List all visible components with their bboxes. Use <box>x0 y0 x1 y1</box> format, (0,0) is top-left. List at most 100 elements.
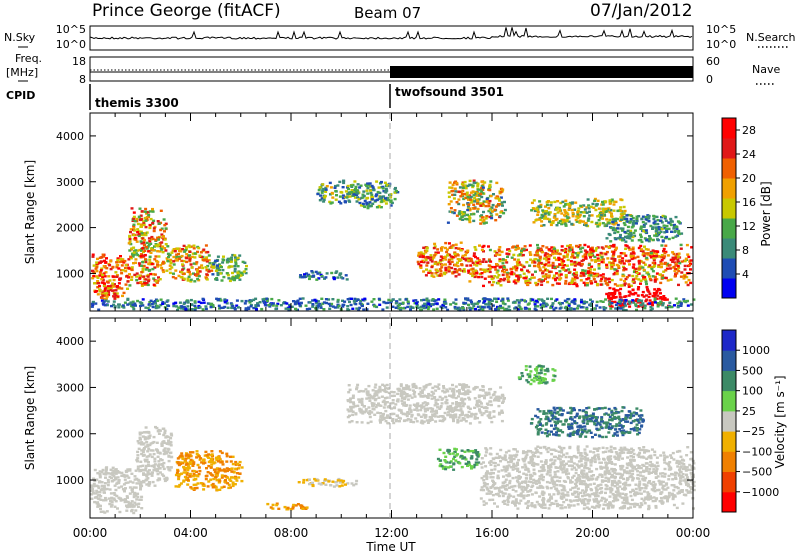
heatmap-cell <box>277 507 281 510</box>
heatmap-cell <box>620 299 624 302</box>
heatmap-cell <box>575 256 579 259</box>
heatmap-cell <box>218 469 222 472</box>
heatmap-cell <box>415 300 419 304</box>
heatmap-cell <box>586 219 590 222</box>
heatmap-cell <box>492 193 495 196</box>
heatmap-cell <box>97 481 101 484</box>
heatmap-cell <box>104 466 108 470</box>
heatmap-cell <box>138 301 142 304</box>
heatmap-cell <box>138 437 142 440</box>
heatmap-cell <box>401 402 405 405</box>
heatmap-cell <box>131 490 135 494</box>
heatmap-cell <box>608 218 612 222</box>
heatmap-cell <box>487 300 491 303</box>
heatmap-cell <box>195 261 199 264</box>
heatmap-cell <box>145 458 149 461</box>
heatmap-cell <box>147 262 151 266</box>
heatmap-cell <box>663 298 667 301</box>
heatmap-cell <box>156 265 160 268</box>
heatmap-cell <box>545 303 549 307</box>
heatmap-cell <box>148 434 152 437</box>
heatmap-cell <box>112 303 116 306</box>
heatmap-cell <box>586 198 590 201</box>
heatmap-cell <box>134 503 138 506</box>
heatmap-cell <box>589 282 593 285</box>
heatmap-cell <box>666 254 670 257</box>
heatmap-cell <box>530 209 534 212</box>
heatmap-cell <box>480 405 484 408</box>
heatmap-cell <box>551 252 555 256</box>
heatmap-cell <box>214 476 218 479</box>
heatmap-cell <box>184 249 188 252</box>
heatmap-cell <box>435 409 438 412</box>
heatmap-cell <box>209 305 213 309</box>
heatmap-cell <box>671 260 675 263</box>
heatmap-cell <box>393 406 396 410</box>
heatmap-cell <box>563 209 567 212</box>
heatmap-cell <box>450 260 454 264</box>
heatmap-cell <box>604 298 608 301</box>
heatmap-cell <box>139 230 143 233</box>
heatmap-cell <box>303 273 306 276</box>
colorbar-segment <box>722 198 736 219</box>
heatmap-cell <box>103 275 107 278</box>
heatmap-cell <box>473 207 477 210</box>
heatmap-cell <box>562 254 566 258</box>
heatmap-cell <box>642 268 646 272</box>
heatmap-cell <box>121 269 125 272</box>
heatmap-cell <box>216 272 220 275</box>
heatmap-cell <box>308 275 312 278</box>
heatmap-cell <box>622 212 626 215</box>
heatmap-cell <box>244 271 248 275</box>
heatmap-cell <box>543 214 547 217</box>
heatmap-cell <box>484 260 488 263</box>
heatmap-cell <box>305 506 309 509</box>
heatmap-cell <box>384 202 388 205</box>
heatmap-cell <box>662 247 666 251</box>
heatmap-cell <box>147 447 151 451</box>
heatmap-cell <box>225 302 229 305</box>
heatmap-cell <box>174 259 178 262</box>
heatmap-cell <box>462 301 466 305</box>
heatmap-cell <box>160 442 164 445</box>
heatmap-cell <box>436 269 440 273</box>
heatmap-cell <box>296 503 300 506</box>
heatmap-cell <box>169 437 173 440</box>
heatmap-cell <box>205 273 209 276</box>
heatmap-cell <box>216 471 220 474</box>
heatmap-cell <box>137 447 141 450</box>
heatmap-cell <box>495 213 499 216</box>
heatmap-cell <box>166 299 170 302</box>
heatmap-cell <box>343 300 347 303</box>
heatmap-cell <box>526 279 530 283</box>
heatmap-cell <box>660 221 664 224</box>
heatmap-cell <box>120 269 123 272</box>
heatmap-cell <box>365 203 369 206</box>
heatmap-cell <box>553 200 557 204</box>
heatmap-cell <box>186 478 190 482</box>
heatmap-cell <box>340 484 344 487</box>
heatmap-cell <box>293 302 297 306</box>
nave-label: Nave <box>752 63 780 76</box>
heatmap-cell <box>537 249 541 252</box>
heatmap-cell <box>172 304 176 308</box>
heatmap-cell <box>576 209 580 213</box>
heatmap-cell <box>437 383 441 386</box>
heatmap-cell <box>91 300 95 304</box>
heatmap-cell <box>122 483 126 486</box>
heatmap-cell <box>498 259 502 263</box>
heatmap-cell <box>187 455 191 458</box>
heatmap-cell <box>177 252 180 256</box>
heatmap-cell <box>480 248 484 252</box>
heatmap-cell <box>299 274 303 277</box>
heatmap-cell <box>409 308 412 311</box>
heatmap-cell <box>494 268 498 271</box>
heatmap-cell <box>435 403 439 406</box>
heatmap-cell <box>197 304 201 308</box>
heatmap-cell <box>518 306 522 309</box>
heatmap-cell <box>147 279 151 283</box>
heatmap-cell <box>234 475 237 479</box>
heatmap-cell <box>619 262 623 265</box>
heatmap-cell <box>473 397 477 400</box>
heatmap-cell <box>111 471 115 474</box>
